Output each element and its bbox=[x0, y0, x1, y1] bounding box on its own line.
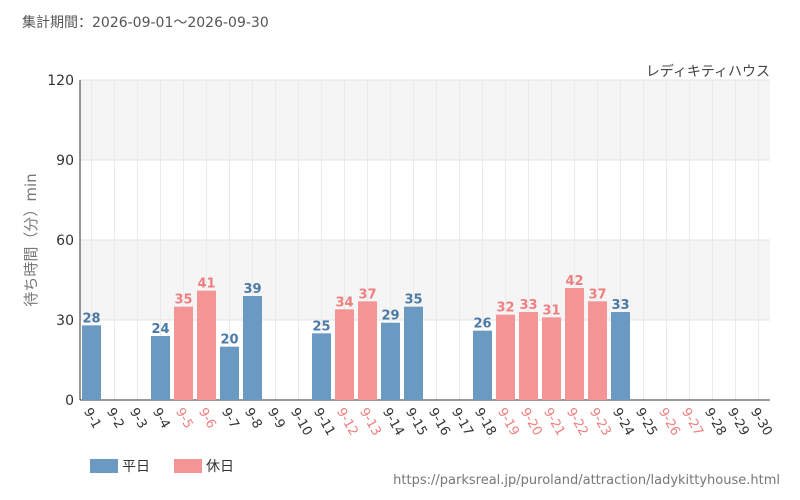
bar-9-7 bbox=[220, 346, 239, 400]
data-label-9-13: 37 bbox=[358, 287, 376, 302]
data-label-9-20: 33 bbox=[519, 298, 537, 313]
legend-label-holiday: 休日 bbox=[206, 459, 234, 475]
data-label-9-4: 24 bbox=[151, 322, 169, 337]
x-tick-label: 9-13 bbox=[356, 406, 384, 439]
data-label-9-15: 35 bbox=[404, 293, 422, 308]
bar-9-15 bbox=[404, 306, 423, 400]
bar-9-13 bbox=[358, 301, 377, 400]
plot-bands bbox=[80, 80, 770, 400]
x-tick-label: 9-8 bbox=[241, 406, 265, 432]
plot-band bbox=[80, 320, 770, 400]
data-label-9-21: 31 bbox=[542, 303, 560, 318]
x-tick-label: 9-10 bbox=[287, 406, 315, 439]
bar-9-14 bbox=[381, 322, 400, 400]
x-tick-label: 9-11 bbox=[310, 406, 338, 439]
y-tick-labels: 0 30 60 90 120 bbox=[47, 73, 74, 409]
y-tick-label: 30 bbox=[56, 313, 74, 329]
x-tick-label: 9-14 bbox=[379, 406, 407, 439]
data-label-9-7: 20 bbox=[220, 333, 238, 348]
bar-9-22 bbox=[565, 288, 584, 400]
plot-band bbox=[80, 160, 770, 240]
x-tick-label: 9-7 bbox=[218, 406, 242, 432]
x-tick-label: 9-23 bbox=[586, 406, 614, 439]
x-tick-label: 9-18 bbox=[471, 406, 499, 439]
data-label-9-6: 41 bbox=[197, 277, 215, 292]
bar-9-21 bbox=[542, 317, 561, 400]
source-url: https://parksreal.jp/puroland/attraction… bbox=[393, 473, 780, 488]
legend-swatch-weekday bbox=[90, 459, 118, 473]
bar-9-20 bbox=[519, 312, 538, 400]
x-tick-label: 9-4 bbox=[149, 406, 173, 432]
plot-band bbox=[80, 240, 770, 320]
x-tick-label: 9-21 bbox=[540, 406, 568, 439]
data-label-9-18: 26 bbox=[473, 317, 491, 332]
x-tick-label: 9-20 bbox=[517, 406, 545, 439]
x-tick-label: 9-2 bbox=[103, 406, 127, 432]
x-tick-labels: 9-1 9-2 9-3 9-4 9-5 9-6 9-7 9-8 9-9 9-109-119-129… bbox=[80, 406, 775, 439]
legend-swatch-holiday bbox=[174, 459, 202, 473]
x-tick-label: 9-1 bbox=[80, 406, 104, 432]
y-tick-label: 60 bbox=[56, 233, 74, 249]
x-tick-label: 9-17 bbox=[448, 406, 476, 439]
bar-9-4 bbox=[151, 336, 170, 400]
plot-band bbox=[80, 80, 770, 160]
x-tick-label: 9-9 bbox=[264, 406, 288, 432]
x-tick-label: 9-3 bbox=[126, 406, 150, 432]
x-tick-label: 9-12 bbox=[333, 406, 361, 439]
x-tick-label: 9-24 bbox=[609, 406, 637, 439]
x-tick-label: 9-28 bbox=[701, 406, 729, 439]
bar-9-8 bbox=[243, 296, 262, 400]
data-label-9-19: 32 bbox=[496, 301, 514, 316]
legend: 平日 休日 bbox=[90, 459, 234, 475]
data-label-9-5: 35 bbox=[174, 293, 192, 308]
x-tick-label: 9-6 bbox=[195, 406, 219, 432]
x-tick-label: 9-22 bbox=[563, 406, 591, 439]
y-tick-label: 90 bbox=[56, 153, 74, 169]
bar-9-12 bbox=[335, 309, 354, 400]
x-tick-label: 9-27 bbox=[678, 406, 706, 439]
bars bbox=[82, 288, 630, 400]
data-label-9-23: 37 bbox=[588, 287, 606, 302]
x-tick-label: 9-15 bbox=[402, 406, 430, 439]
data-label-9-12: 34 bbox=[335, 295, 353, 310]
data-label-9-1: 28 bbox=[82, 311, 100, 326]
x-tick-label: 9-29 bbox=[724, 406, 752, 439]
bar-9-6 bbox=[197, 290, 216, 400]
data-label-9-11: 25 bbox=[312, 319, 330, 334]
x-tick-label: 9-16 bbox=[425, 406, 453, 439]
y-tick-label: 0 bbox=[65, 393, 74, 409]
x-tick-label: 9-19 bbox=[494, 406, 522, 439]
x-tick-label: 9-26 bbox=[655, 406, 683, 439]
data-label-9-14: 29 bbox=[381, 309, 399, 324]
y-axis-label: 待ち時間（分）min bbox=[22, 173, 40, 306]
bar-9-24 bbox=[611, 312, 630, 400]
bar-9-19 bbox=[496, 314, 515, 400]
data-label-9-22: 42 bbox=[565, 274, 583, 289]
bar-9-1 bbox=[82, 325, 101, 400]
x-tick-label: 9-5 bbox=[172, 406, 196, 432]
legend-label-weekday: 平日 bbox=[122, 459, 150, 475]
y-tick-label: 120 bbox=[47, 73, 74, 89]
bar-9-18 bbox=[473, 330, 492, 400]
data-label-9-24: 33 bbox=[611, 298, 629, 313]
x-tick-label: 9-25 bbox=[632, 406, 660, 439]
period-label: 集計期間：2026-09-01～2026-09-30 bbox=[22, 15, 269, 31]
chart-title: レディキティハウス bbox=[646, 63, 770, 80]
bar-9-5 bbox=[174, 306, 193, 400]
data-labels: 28 24 35 41 20 39 25 34 37 29 35 26 32 33 31 42 37 33 bbox=[82, 274, 629, 348]
bar-9-23 bbox=[588, 301, 607, 400]
bar-9-11 bbox=[312, 333, 331, 400]
x-tick-label: 9-30 bbox=[747, 406, 775, 439]
data-label-9-8: 39 bbox=[243, 282, 261, 297]
